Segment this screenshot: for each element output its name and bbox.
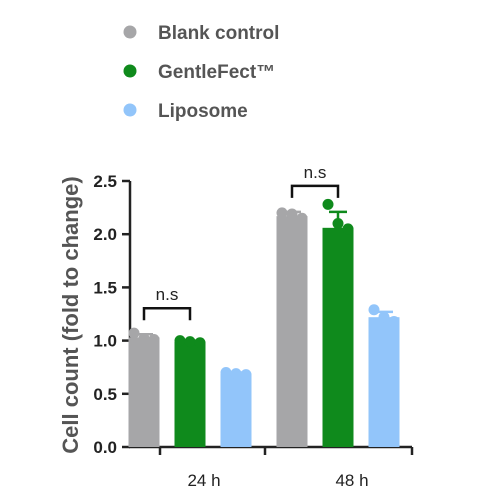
data-point-0-1-0 [276,207,288,219]
legend-marker-1 [123,64,137,78]
bar-1-1 [322,227,354,447]
data-point-2-0-2 [240,369,252,381]
significance-bracket-1 [290,184,340,198]
significance-group: n.s n.s [142,163,340,321]
y-tick-label-2: 1.0 [93,332,117,351]
legend-marker-0 [123,25,137,39]
data-point-2-0-0 [220,367,232,379]
legend: Blank control GentleFect™ Liposome [123,23,279,122]
data-point-0-0-0 [128,327,140,339]
legend-label-2: Liposome [158,101,248,122]
bar-0-1 [276,216,308,447]
significance-label-1: n.s [304,163,327,182]
bar-2-0 [220,373,252,447]
data-point-2-0-1 [230,368,242,380]
y-tick-label-0: 0.0 [93,438,117,457]
data-point-2-1-0 [368,304,380,316]
x-category-label-0: 24 h [187,471,220,490]
data-point-2-1-2 [388,315,400,327]
data-point-1-1-2 [342,223,354,235]
data-points-group [128,198,400,381]
data-point-1-0-0 [174,335,186,347]
data-point-0-1-1 [286,208,298,220]
bar-1-0 [174,341,206,447]
bars-group [128,216,400,447]
data-point-2-1-1 [378,311,390,323]
legend-label-0: Blank control [158,23,279,44]
y-tick-label-3: 1.5 [93,278,117,297]
data-point-0-1-2 [296,212,308,224]
data-point-0-0-1 [138,332,150,344]
bar-2-1 [368,317,400,447]
data-point-1-0-1 [184,336,196,348]
y-tick-label-1: 0.5 [93,385,117,404]
data-point-1-1-0 [322,198,334,210]
data-point-0-0-2 [148,334,160,346]
x-category-label-1: 48 h [335,471,368,490]
significance-bracket-0 [142,306,192,321]
significance-label-0: n.s [156,285,179,304]
data-point-1-1-1 [332,218,344,230]
y-tick-label-4: 2.0 [93,225,117,244]
data-point-1-0-2 [194,337,206,349]
y-axis-label: Cell count (fold to change) [58,176,83,453]
y-tick-label-5: 2.5 [93,172,117,191]
legend-marker-2 [123,103,137,117]
bar-0-0 [128,337,160,447]
legend-label-1: GentleFect™ [158,62,275,83]
